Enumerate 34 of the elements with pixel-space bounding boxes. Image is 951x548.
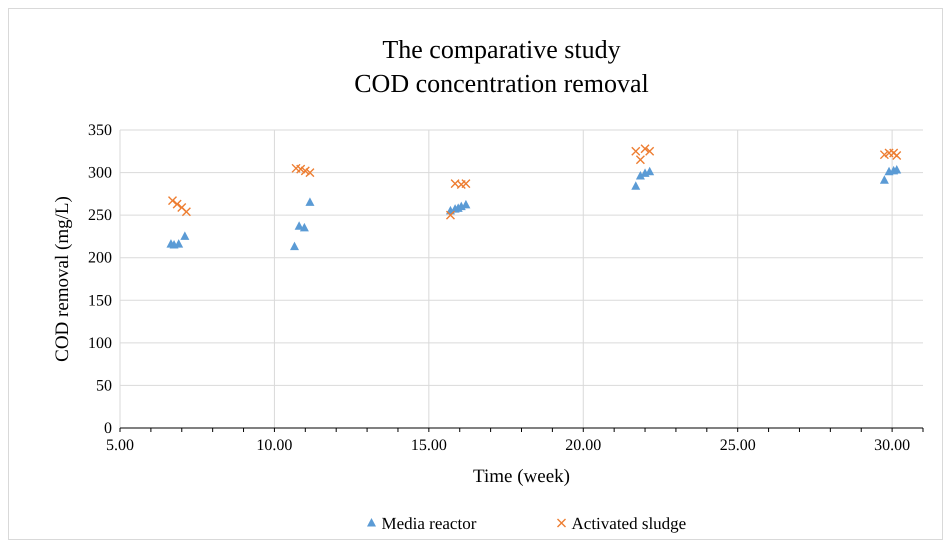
y-tick-label: 50 [96, 377, 112, 394]
x-tick-label: 5.00 [106, 437, 134, 454]
y-tick-label: 100 [88, 334, 112, 352]
point [180, 231, 190, 240]
x-tick-label: 30.00 [874, 437, 910, 454]
legend-label: Activated sludge [572, 514, 686, 533]
point [172, 199, 182, 209]
point [644, 146, 654, 156]
point [177, 202, 186, 212]
point [296, 164, 306, 174]
point [168, 196, 178, 206]
x-tick-label: 25.00 [720, 437, 756, 454]
y-tick-label: 150 [88, 292, 112, 310]
x-axis-title: Time (week) [473, 466, 570, 487]
legend-label: Media reactor [382, 514, 477, 533]
y-tick-label: 200 [88, 250, 112, 267]
y-tick-label: 0 [104, 420, 112, 437]
x-tick-label: 15.00 [410, 437, 447, 454]
point [305, 168, 315, 178]
point [636, 155, 646, 164]
y-tick-label: 350 [88, 122, 112, 139]
point [446, 210, 456, 220]
point [305, 197, 314, 206]
y-axis-title: COD removal (mg/L) [52, 196, 73, 362]
point [300, 222, 309, 232]
y-tick-label: 250 [88, 207, 112, 224]
point [182, 207, 192, 216]
point [631, 181, 640, 190]
point [880, 175, 889, 184]
y-tick-label: 300 [88, 164, 112, 182]
point [290, 242, 299, 250]
x-tick-label: 10.00 [256, 437, 292, 454]
x-tick-label: 20.00 [565, 437, 602, 454]
chart-title: The comparative study COD concentration removal [354, 35, 649, 98]
